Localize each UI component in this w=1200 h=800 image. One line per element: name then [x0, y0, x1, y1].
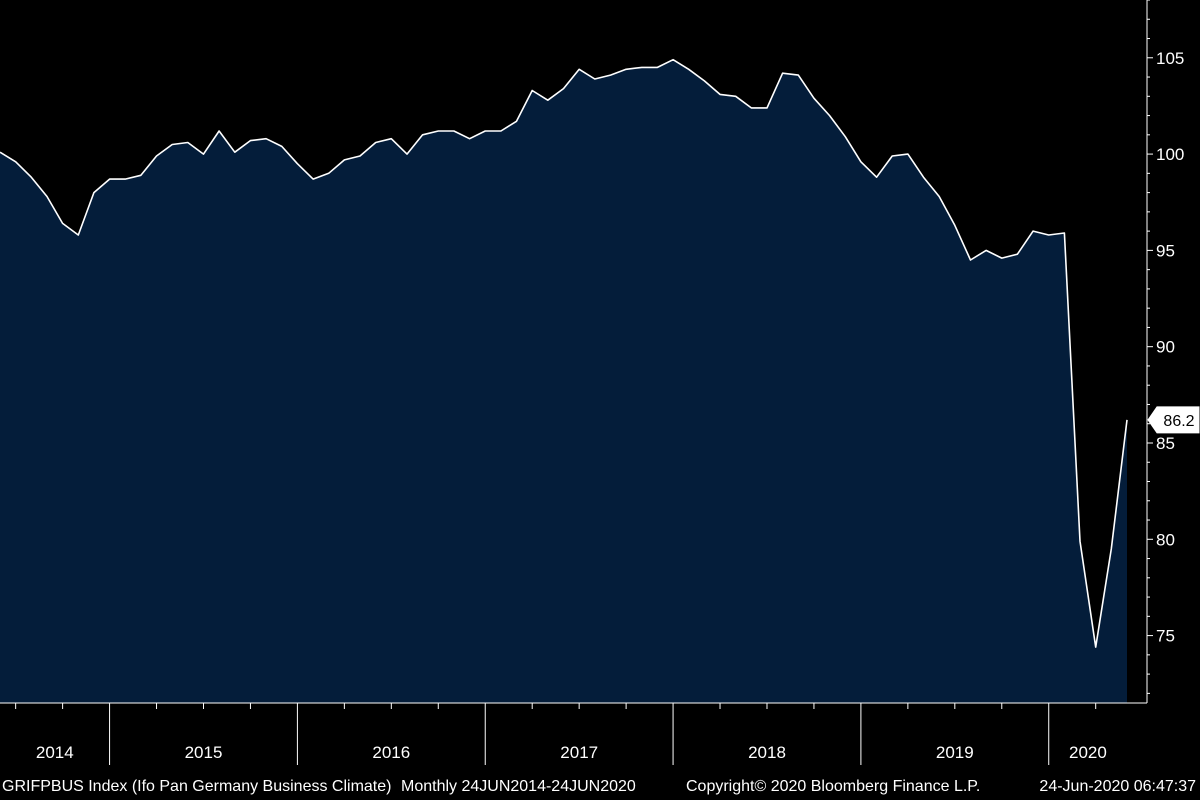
data-point — [734, 94, 738, 98]
data-point — [890, 154, 894, 158]
y-tick-label: 90 — [1156, 338, 1175, 357]
data-point — [687, 67, 691, 71]
x-year-label: 2018 — [748, 743, 786, 762]
last-value-label: 86.2 — [1163, 413, 1194, 430]
data-point — [1047, 233, 1051, 237]
x-year-label: 2019 — [936, 743, 974, 762]
data-point — [702, 79, 706, 83]
footer-copyright: Copyright© 2020 Bloomberg Finance L.P. — [686, 778, 980, 795]
data-point — [327, 171, 331, 175]
data-point — [468, 137, 472, 141]
data-point — [984, 248, 988, 252]
data-point — [452, 129, 456, 133]
x-year-label: 2017 — [560, 743, 598, 762]
last-value-marker: 86.2 — [1147, 406, 1200, 434]
y-tick-label: 85 — [1156, 434, 1175, 453]
data-point — [45, 195, 49, 199]
axes: 75 80 85 90 95 100 105 2014 2015 2016 2017 2018 2019… — [0, 0, 1184, 765]
data-point — [640, 65, 644, 69]
data-point — [1062, 231, 1066, 235]
data-point — [342, 158, 346, 162]
data-point — [1015, 252, 1019, 256]
data-point — [248, 139, 252, 143]
data-point — [562, 87, 566, 91]
x-year-label: 2015 — [185, 743, 223, 762]
last-value-box — [1147, 406, 1200, 434]
data-point — [969, 258, 973, 262]
data-point — [530, 89, 534, 93]
data-point — [1078, 539, 1082, 543]
data-point — [1094, 645, 1098, 649]
data-point — [436, 129, 440, 133]
footer-period: Monthly 24JUN2014-24JUN2020 — [401, 778, 636, 795]
data-point — [170, 143, 174, 147]
data-point — [1109, 547, 1113, 551]
data-point — [828, 114, 832, 118]
data-point — [609, 73, 613, 77]
data-point — [1000, 256, 1004, 260]
y-tick-label: 100 — [1156, 145, 1184, 164]
data-point — [186, 141, 190, 145]
data-point — [859, 160, 863, 164]
data-point — [76, 233, 80, 237]
y-tick-label: 95 — [1156, 241, 1175, 260]
y-tick-label: 105 — [1156, 49, 1184, 68]
data-point — [624, 67, 628, 71]
data-point — [123, 177, 127, 181]
data-point — [546, 98, 550, 102]
x-year-label: 2020 — [1069, 743, 1107, 762]
data-point — [765, 106, 769, 110]
data-point — [280, 144, 284, 148]
data-point — [1031, 229, 1035, 233]
data-point — [61, 221, 65, 225]
data-point — [515, 119, 519, 123]
data-point — [906, 152, 910, 156]
data-point — [217, 129, 221, 133]
data-point — [749, 106, 753, 110]
data-point — [1125, 418, 1129, 422]
x-year-label: 2016 — [372, 743, 410, 762]
y-tick-label: 80 — [1156, 530, 1175, 549]
data-point — [577, 67, 581, 71]
footer-timestamp: 24-Jun-2020 06:47:37 — [1039, 778, 1196, 795]
data-point — [389, 137, 393, 141]
y-tick-label: 75 — [1156, 627, 1175, 646]
data-point — [311, 177, 315, 181]
data-point — [202, 152, 206, 156]
data-point — [655, 65, 659, 69]
data-point — [421, 133, 425, 137]
data-point — [781, 71, 785, 75]
data-point — [953, 223, 957, 227]
data-point — [718, 92, 722, 96]
data-point — [233, 150, 237, 154]
data-point — [875, 175, 879, 179]
data-point — [155, 154, 159, 158]
footer-ticker: GRIFPBUS Index (Ifo Pan Germany Business… — [2, 778, 391, 795]
plot-area — [0, 58, 1129, 703]
data-point — [593, 77, 597, 81]
data-point — [499, 129, 503, 133]
data-point — [264, 137, 268, 141]
data-point — [358, 154, 362, 158]
data-point — [937, 195, 941, 199]
x-year-label: 2014 — [36, 743, 74, 762]
data-point — [139, 173, 143, 177]
area-fill — [0, 59, 1127, 703]
data-point — [92, 191, 96, 195]
data-point — [295, 162, 299, 166]
data-point — [671, 58, 675, 62]
data-point — [374, 141, 378, 145]
data-point — [108, 177, 112, 181]
data-point — [796, 73, 800, 77]
data-point — [812, 96, 816, 100]
data-point — [483, 129, 487, 133]
data-point — [922, 175, 926, 179]
series-line — [0, 58, 1128, 648]
footer: GRIFPBUS Index (Ifo Pan Germany Business… — [2, 778, 1196, 795]
data-point — [14, 160, 18, 164]
data-point — [843, 135, 847, 139]
data-point — [405, 152, 409, 156]
data-point — [29, 175, 33, 179]
